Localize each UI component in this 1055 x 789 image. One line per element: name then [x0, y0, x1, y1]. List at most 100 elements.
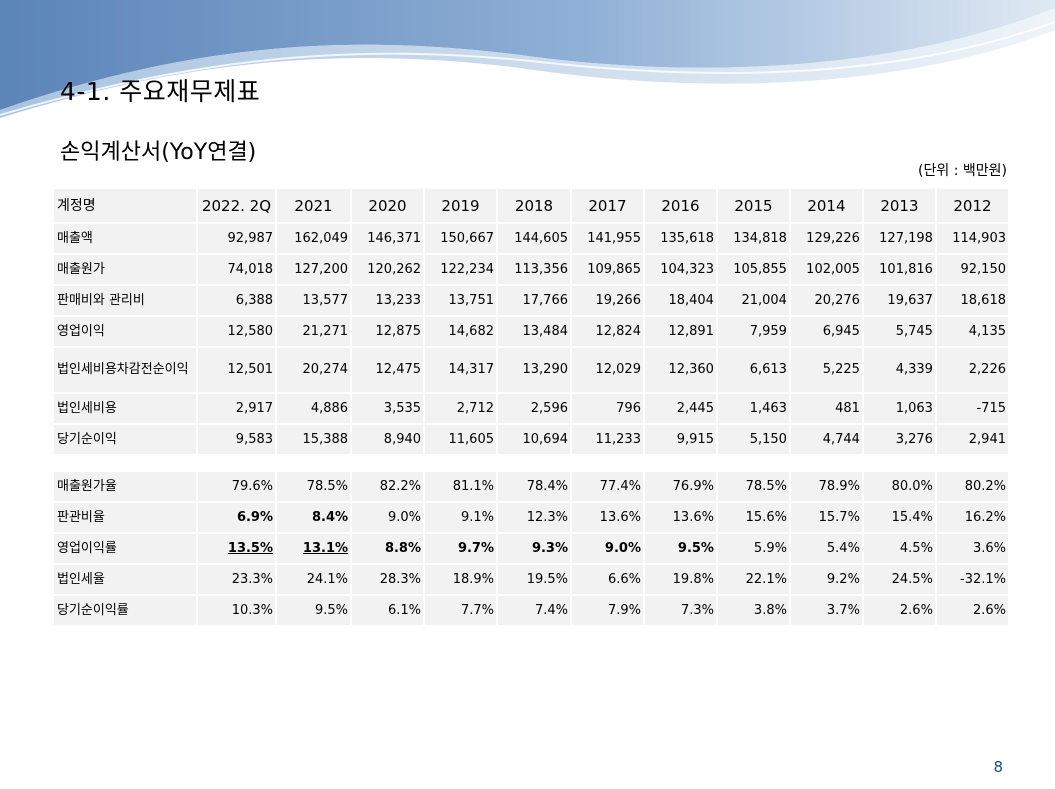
page-number: 8	[993, 758, 1003, 776]
year-header: 2022. 2Q	[195, 187, 278, 224]
value-cell: 12,875	[350, 315, 426, 348]
value-cell: 3.8%	[715, 594, 791, 627]
value-cell: 19.5%	[496, 563, 572, 596]
value-cell: 2,941	[934, 423, 1011, 456]
value-cell: 9.0%	[350, 501, 426, 534]
value-cell: 12,501	[195, 346, 278, 394]
year-header: 2014	[788, 187, 864, 224]
value-cell: 6,388	[195, 284, 278, 317]
income-statement-table: 계정명 2022. 2Q 2021 2020 2019 2018 2017 20…	[52, 187, 1011, 627]
value-cell: 7.9%	[570, 594, 645, 627]
value-cell: 2.6%	[861, 594, 937, 627]
table-spacer-row	[53, 455, 1009, 471]
value-cell: 12.3%	[496, 501, 572, 534]
value-cell: 82.2%	[350, 470, 426, 503]
value-cell: 74,018	[195, 253, 278, 286]
value-cell: 2,226	[934, 346, 1011, 394]
year-header: 2016	[642, 187, 718, 224]
value-cell: 102,005	[788, 253, 864, 286]
value-cell: 3,276	[861, 423, 937, 456]
value-cell: 3,535	[350, 392, 426, 425]
table-row: 영업이익 12,580 21,271 12,875 14,682 13,484 12,824…	[52, 315, 1011, 348]
row-label: 영업이익	[52, 315, 198, 348]
value-cell: 16.2%	[934, 501, 1011, 534]
value-cell: 19,266	[570, 284, 645, 317]
year-header: 2015	[715, 187, 791, 224]
row-label: 법인세비용차감전순이익	[52, 346, 198, 394]
value-cell: 5,745	[861, 315, 937, 348]
value-cell: 8,940	[350, 423, 426, 456]
value-cell: 13,751	[423, 284, 498, 317]
value-cell: 11,233	[570, 423, 645, 456]
table-row: 매출액 92,987 162,049 146,371 150,667 144,605 141…	[52, 222, 1011, 255]
unit-note: (단위 : 백만원)	[918, 163, 1007, 179]
table-row: 법인세비용차감전순이익 12,501 20,274 12,475 14,317 13,29…	[52, 346, 1011, 394]
value-cell: 78.5%	[275, 470, 353, 503]
value-cell: -715	[934, 392, 1011, 425]
table-row: 당기순이익 9,583 15,388 8,940 11,605 10,694 11,233 9…	[52, 423, 1011, 456]
value-cell: 101,816	[861, 253, 937, 286]
value-cell: 78.5%	[715, 470, 791, 503]
value-cell: 13.6%	[570, 501, 645, 534]
value-cell: 28.3%	[350, 563, 426, 596]
value-cell: 20,274	[275, 346, 353, 394]
value-cell: 92,150	[934, 253, 1011, 286]
value-cell: 6,945	[788, 315, 864, 348]
value-cell: 9.5%	[275, 594, 353, 627]
value-cell: 11,605	[423, 423, 498, 456]
value-cell: 6,613	[715, 346, 791, 394]
table-row: 판매비와 관리비 6,388 13,577 13,233 13,751 17,766 19,…	[52, 284, 1011, 317]
value-cell: 7.4%	[496, 594, 572, 627]
value-cell: 6.6%	[570, 563, 645, 596]
value-cell: 4,886	[275, 392, 353, 425]
value-cell: 4.5%	[861, 532, 937, 565]
value-cell: 120,262	[350, 253, 426, 286]
value-cell: 9.0%	[570, 532, 645, 565]
value-cell: 1,463	[715, 392, 791, 425]
value-cell: 9.2%	[788, 563, 864, 596]
row-label: 법인세비용	[52, 392, 198, 425]
value-cell: 13,484	[496, 315, 572, 348]
value-cell: 9,915	[642, 423, 718, 456]
table-row: 법인세비용 2,917 4,886 3,535 2,712 2,596 796 2,445 1,…	[52, 392, 1011, 425]
value-cell: 1,063	[861, 392, 937, 425]
value-cell: 22.1%	[715, 563, 791, 596]
value-cell: 8.4%	[275, 501, 353, 534]
row-label: 판관비율	[52, 501, 198, 534]
value-cell: 4,339	[861, 346, 937, 394]
value-cell: 9,583	[195, 423, 278, 456]
value-cell: 13,290	[496, 346, 572, 394]
row-label: 법인세율	[52, 563, 198, 596]
value-cell: 18,618	[934, 284, 1011, 317]
value-cell: 7.7%	[423, 594, 498, 627]
value-cell: 2.6%	[934, 594, 1011, 627]
value-cell: 12,580	[195, 315, 278, 348]
year-header: 2013	[861, 187, 937, 224]
table-row: 영업이익률 13.5% 13.1% 8.8% 9.7% 9.3% 9.0% 9.5% 5.9% 5…	[52, 532, 1011, 565]
value-cell: 92,987	[195, 222, 278, 255]
value-cell: 80.0%	[861, 470, 937, 503]
value-cell: 77.4%	[570, 470, 645, 503]
value-cell: 6.9%	[195, 501, 278, 534]
table-row: 매출원가 74,018 127,200 120,262 122,234 113,356 10…	[52, 253, 1011, 286]
table-header-row: 계정명 2022. 2Q 2021 2020 2019 2018 2017 20…	[52, 187, 1011, 224]
value-cell: 12,475	[350, 346, 426, 394]
table-row: 판관비율 6.9% 8.4% 9.0% 9.1% 12.3% 13.6% 13.6% 15.6%…	[52, 501, 1011, 534]
year-header: 2018	[496, 187, 572, 224]
row-label: 판매비와 관리비	[52, 284, 198, 317]
value-cell: 5,225	[788, 346, 864, 394]
row-label: 매출액	[52, 222, 198, 255]
value-cell: -32.1%	[934, 563, 1011, 596]
value-cell: 481	[788, 392, 864, 425]
value-cell: 18,404	[642, 284, 718, 317]
year-header: 2012	[934, 187, 1011, 224]
value-cell: 7,959	[715, 315, 791, 348]
value-cell: 127,198	[861, 222, 937, 255]
table-row: 당기순이익률 10.3% 9.5% 6.1% 7.7% 7.4% 7.9% 7.3% 3.8% 3…	[52, 594, 1011, 627]
value-cell: 10.3%	[195, 594, 278, 627]
value-cell: 796	[570, 392, 645, 425]
value-cell: 2,445	[642, 392, 718, 425]
row-label: 매출원가율	[52, 470, 198, 503]
value-cell: 5.9%	[715, 532, 791, 565]
value-cell: 162,049	[275, 222, 353, 255]
